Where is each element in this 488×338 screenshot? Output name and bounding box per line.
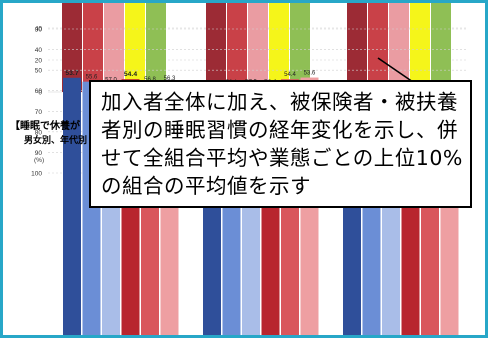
y-axis-unit: (%) — [34, 157, 44, 164]
bar — [368, 2, 388, 93]
data-label: 56.1 — [372, 0, 385, 1]
callout-pointer — [377, 57, 414, 83]
data-label: 55.6 — [86, 75, 98, 81]
bar — [269, 0, 289, 92]
bar — [410, 0, 430, 92]
y-tick-label: 100 — [31, 171, 42, 178]
data-label: 53.7 — [65, 70, 78, 77]
y-tick-label: 0 — [38, 90, 42, 97]
bar — [63, 77, 81, 338]
y-tick-label: 30 — [35, 27, 43, 34]
bar — [431, 0, 451, 92]
data-label: 54.4 — [284, 72, 296, 78]
bar — [104, 0, 124, 92]
bar — [389, 0, 409, 92]
y-tick-label: 60 — [35, 0, 43, 1]
bar — [125, 0, 145, 93]
data-label: 53.6 — [304, 71, 316, 77]
bar — [206, 0, 226, 93]
section-title: 【睡眠で休養が — [10, 121, 80, 132]
y-tick-label: 40 — [35, 26, 43, 33]
bar — [248, 0, 268, 93]
section-subtitle: 男女別、年代別 — [24, 136, 88, 146]
bar — [62, 0, 82, 93]
data-label: 54.4 — [124, 71, 137, 78]
y-tick-label: 80 — [35, 129, 43, 136]
y-tick-label: 20 — [35, 58, 43, 65]
bar — [146, 0, 166, 93]
bar — [83, 0, 103, 93]
y-tick-label: 40 — [35, 47, 43, 54]
y-tick-label: 70 — [35, 109, 43, 116]
bar — [347, 0, 367, 93]
y-tick-label: 60 — [35, 88, 43, 95]
bar — [290, 0, 310, 92]
callout-box: 加入者全体に加え、被保険者・被扶養者別の睡眠習慣の経年変化を示し、併せて全組合平… — [89, 80, 472, 208]
y-tick-label: 90 — [35, 150, 43, 157]
data-label: 56.3 — [164, 76, 176, 82]
bar — [227, 1, 247, 93]
y-tick-label: 50 — [35, 68, 43, 75]
